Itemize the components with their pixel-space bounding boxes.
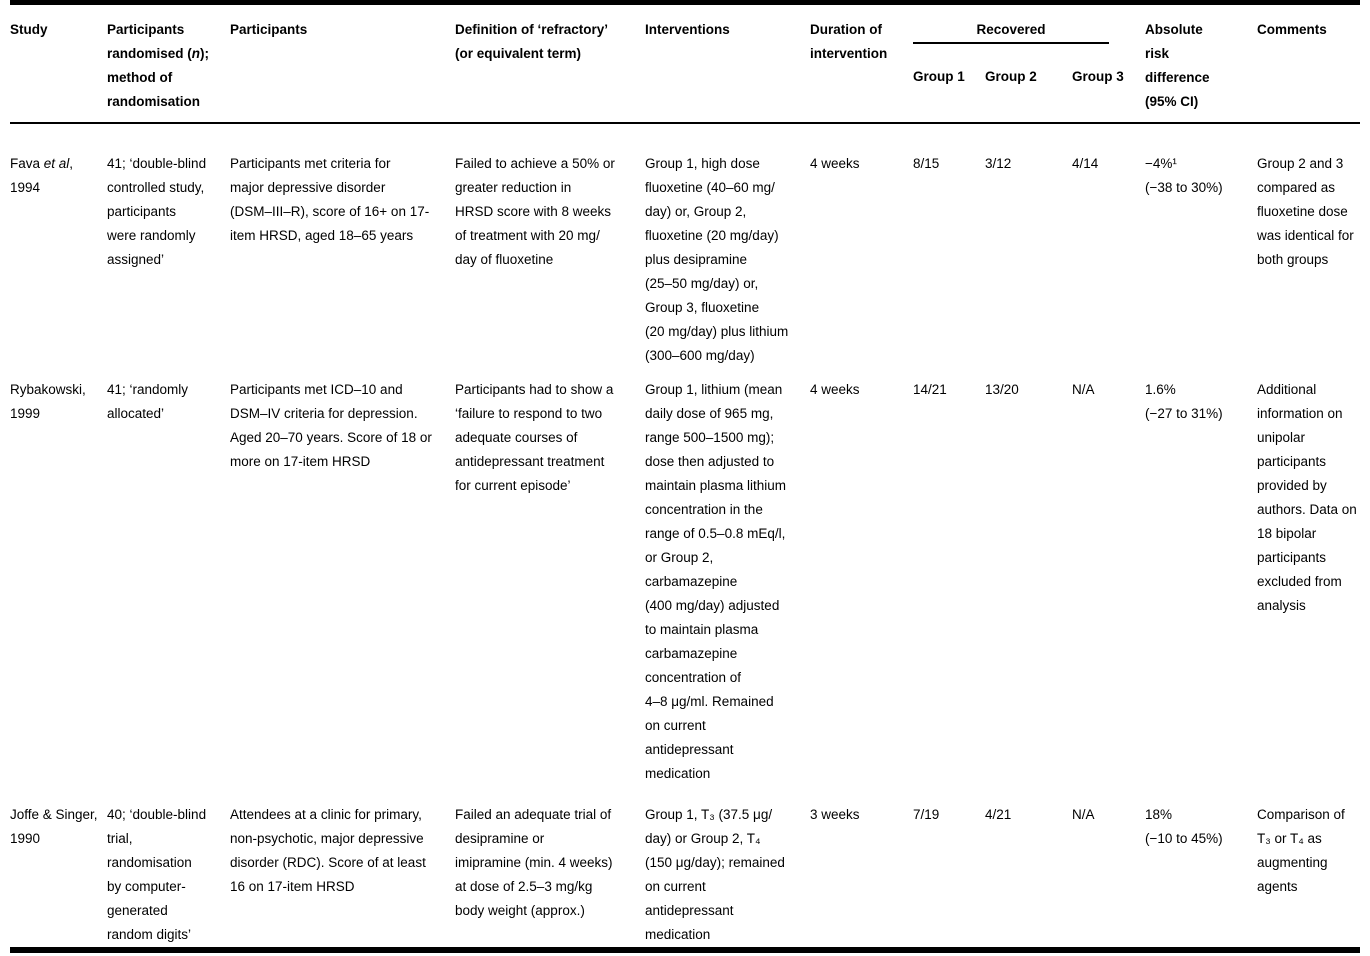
cell-group1-recovered: 7/19 <box>913 807 940 822</box>
study-name-pre: Rybakowski, <box>10 382 86 397</box>
header-duration: Duration of intervention <box>810 22 888 61</box>
cell-definition: Failed an adequate trial of desipramine … <box>455 807 613 918</box>
header-participants: Participants <box>230 22 308 37</box>
cell-duration: 4 weeks <box>810 382 860 397</box>
cell-group3-recovered: N/A <box>1072 807 1095 822</box>
header-absolute-risk-difference: Absolute risk difference (95% CI) <box>1145 22 1210 109</box>
cell-randomised: 41; ‘randomly allocated’ <box>107 382 189 421</box>
header-recovered: Recovered <box>976 22 1046 37</box>
cell-duration: 4 weeks <box>810 156 860 171</box>
cell-comments: Additional information on unipolar parti… <box>1257 382 1357 613</box>
cell-group3-recovered: 4/14 <box>1072 156 1099 171</box>
cell-absolute-risk-difference: 18% (−10 to 45%) <box>1145 807 1223 846</box>
cell-study: Fava et al, 1994 <box>10 152 107 368</box>
table-header-row: Study Participants randomised (n); metho… <box>10 5 1360 124</box>
cell-group2-recovered: 13/20 <box>985 382 1019 397</box>
header-randomised-n-italic: n <box>191 46 201 61</box>
table-row-joffe-singer-1990: Joffe & Singer, 1990 40; ‘double-blind t… <box>10 803 1360 947</box>
cell-group2-recovered: 4/21 <box>985 807 1012 822</box>
study-name-pre: Fava <box>10 156 44 171</box>
header-study: Study <box>10 22 48 37</box>
table-body: Fava et al, 1994 41; ‘double-blind contr… <box>10 124 1360 947</box>
study-name-post: 1999 <box>10 406 41 421</box>
cell-group1-recovered: 14/21 <box>913 382 947 397</box>
cell-duration: 3 weeks <box>810 807 860 822</box>
cell-study: Joffe & Singer, 1990 <box>10 803 107 947</box>
cell-definition: Failed to achieve a 50% or greater reduc… <box>455 156 615 267</box>
header-group-3: Group 3 <box>1072 69 1124 84</box>
cell-study: Rybakowski, 1999 <box>10 378 107 786</box>
cell-participants: Participants met ICD–10 and DSM–IV crite… <box>230 382 432 469</box>
study-characteristics-table: Study Participants randomised (n); metho… <box>10 0 1360 953</box>
study-name-post: , 1994 <box>10 156 74 195</box>
header-group-1: Group 1 <box>913 69 965 84</box>
cell-comments: Comparison of T₃ or T₄ as augmenting age… <box>1257 807 1345 894</box>
table-row-fava-1994: Fava et al, 1994 41; ‘double-blind contr… <box>10 152 1360 368</box>
header-definition-refractory: Definition of ‘refractory’ (or equivalen… <box>455 22 609 61</box>
study-name-post: 1990 <box>10 831 41 846</box>
cell-group3-recovered: N/A <box>1072 382 1095 397</box>
header-randomised-post: ); method of randomisation <box>107 46 210 109</box>
header-comments: Comments <box>1257 22 1327 37</box>
cell-comments: Group 2 and 3 compared as fluoxetine dos… <box>1257 156 1354 267</box>
cell-randomised: 40; ‘double-blind trial, randomisation b… <box>107 807 207 942</box>
cell-interventions: Group 1, T₃ (37.5 μg/ day) or Group 2, T… <box>645 807 785 942</box>
header-interventions: Interventions <box>645 22 730 37</box>
cell-absolute-risk-difference: 1.6% (−27 to 31%) <box>1145 382 1223 421</box>
cell-absolute-risk-difference: −4%¹ (−38 to 30%) <box>1145 156 1223 195</box>
header-participants-randomised: Participants randomised (n); method of r… <box>107 18 230 114</box>
cell-group1-recovered: 8/15 <box>913 156 940 171</box>
header-recovered-rule: Recovered <box>913 18 1109 44</box>
cell-interventions: Group 1, high dose fluoxetine (40–60 mg/… <box>645 156 789 363</box>
header-group-subrow: Group 1 Group 2 Group 3 <box>913 65 1145 89</box>
header-group-2: Group 2 <box>985 69 1037 84</box>
cell-participants: Attendees at a clinic for primary, non-p… <box>230 807 426 894</box>
cell-randomised: 41; ‘double-blind controlled study, part… <box>107 156 207 267</box>
cell-group2-recovered: 3/12 <box>985 156 1012 171</box>
header-randomised-pre: Participants randomised ( <box>107 22 192 61</box>
header-recovered-group: Recovered Group 1 Group 2 Group 3 <box>913 18 1145 114</box>
cell-participants: Participants met criteria for major depr… <box>230 156 430 243</box>
study-etal-italic: et al <box>43 156 70 171</box>
cell-definition: Participants had to show a ‘failure to r… <box>455 382 614 493</box>
cell-interventions: Group 1, lithium (mean daily dose of 965… <box>645 382 787 781</box>
table-row-rybakowski-1999: Rybakowski, 1999 41; ‘randomly allocated… <box>10 378 1360 786</box>
study-name-pre: Joffe & Singer, <box>10 807 98 822</box>
